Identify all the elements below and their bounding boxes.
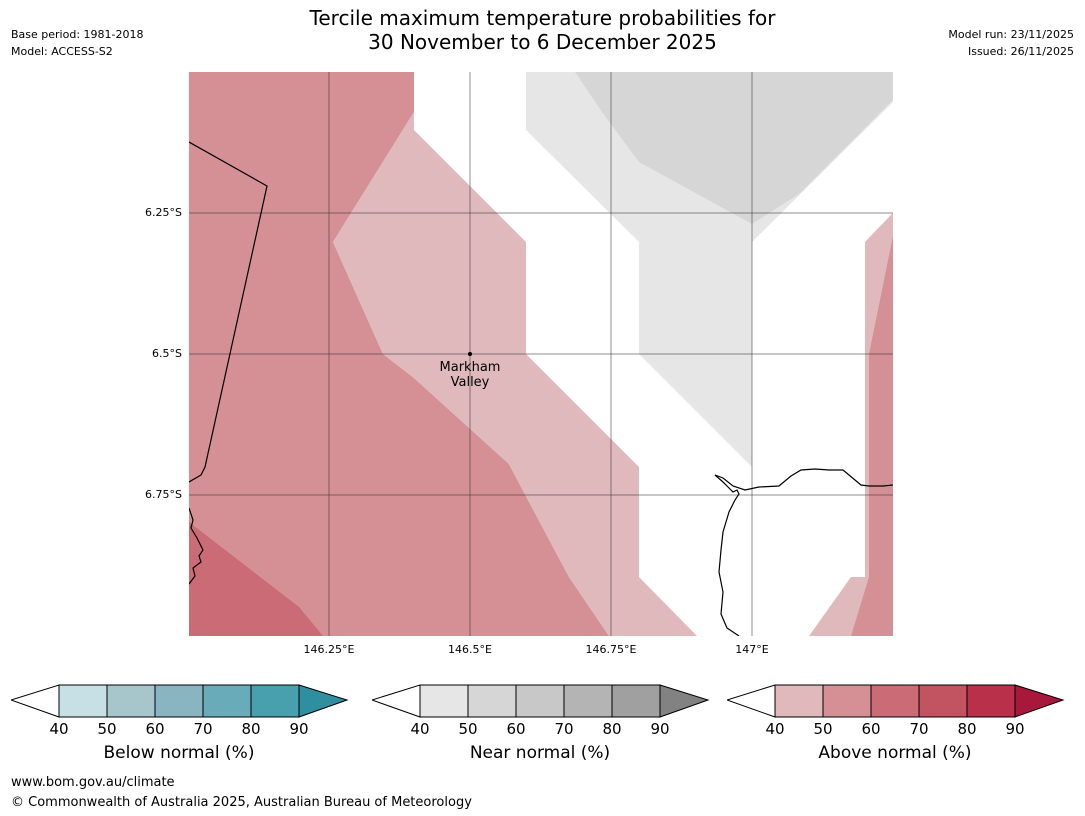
place-label-markham-valley: Markham Valley <box>420 360 520 390</box>
title-line-2: 30 November to 6 December 2025 <box>368 30 717 54</box>
lat-label-675: 6.75°S <box>145 488 182 501</box>
lon-label-14625: 146.25°E <box>303 643 355 656</box>
map-svg <box>189 72 893 636</box>
place-name-line-2: Valley <box>450 375 490 390</box>
colorbar-max-extend <box>1014 684 1065 718</box>
colorbar-near-tick-80: 80 <box>602 720 622 738</box>
colorbar-below-label: Below normal (%) <box>103 743 255 763</box>
colorbar-near-tick-40: 40 <box>410 720 430 738</box>
colorbar-above-tick-40: 40 <box>765 720 785 738</box>
meta-right: Model run: 23/11/2025 Issued: 26/11/2025 <box>948 26 1074 60</box>
colorbar-max-extend <box>659 684 710 718</box>
colorbar-below-tick-80: 80 <box>241 720 261 738</box>
west-coastline <box>189 507 204 585</box>
colorbar-segment-80 <box>966 684 1016 718</box>
colorbar-above-tick-80: 80 <box>957 720 977 738</box>
east-coastline-north <box>714 468 893 491</box>
colorbar-segment-70 <box>563 684 613 718</box>
colorbar-min-extend <box>727 684 776 718</box>
colorbar-segment-50 <box>822 684 872 718</box>
lon-label-14675: 146.75°E <box>585 643 637 656</box>
model-run: Model run: 23/11/2025 <box>948 28 1074 41</box>
issued-date: Issued: 26/11/2025 <box>967 45 1074 58</box>
colorbar-below-tick-70: 70 <box>193 720 213 738</box>
colorbar-segment-80 <box>611 684 661 718</box>
lat-label-625: 6.25°S <box>145 206 182 219</box>
colorbar-below-tick-50: 50 <box>97 720 117 738</box>
region-above-40-band <box>333 112 697 636</box>
colorbar-near <box>372 684 710 718</box>
colorbar-segment-40 <box>58 684 108 718</box>
markham-valley-marker <box>468 352 472 356</box>
chart-title: Tercile maximum temperature probabilitie… <box>0 6 1085 54</box>
lon-label-1465: 146.5°E <box>448 643 492 656</box>
footer-copyright: © Commonwealth of Australia 2025, Austra… <box>11 795 472 810</box>
region-above-60-sw <box>189 522 323 636</box>
colorbar-above-tick-50: 50 <box>813 720 833 738</box>
colorbar-segment-60 <box>515 684 565 718</box>
colorbar-above-tick-90: 90 <box>1005 720 1025 738</box>
model-name: Model: ACCESS-S2 <box>11 45 113 58</box>
colorbar-near-tick-70: 70 <box>554 720 574 738</box>
map-panel[interactable] <box>189 72 893 636</box>
region-near-50-ne <box>575 72 893 224</box>
colorbar-near-tick-90: 90 <box>650 720 670 738</box>
footer-url: www.bom.gov.au/climate <box>11 775 175 790</box>
colorbar-above <box>727 684 1065 718</box>
colorbar-segment-40 <box>419 684 469 718</box>
colorbar-near-tick-50: 50 <box>458 720 478 738</box>
colorbar-segment-50 <box>467 684 517 718</box>
colorbar-segment-60 <box>154 684 204 718</box>
colorbar-segment-70 <box>918 684 968 718</box>
colorbar-segment-40 <box>774 684 824 718</box>
region-above-50-east <box>851 236 893 636</box>
colorbar-near-tick-60: 60 <box>506 720 526 738</box>
colorbar-above-tick-60: 60 <box>861 720 881 738</box>
meta-left: Base period: 1981-2018 Model: ACCESS-S2 <box>11 26 143 60</box>
colorbar-segment-60 <box>870 684 920 718</box>
colorbar-below-tick-40: 40 <box>49 720 69 738</box>
colorbar-above-label: Above normal (%) <box>818 743 972 763</box>
title-line-1: Tercile maximum temperature probabilitie… <box>309 6 776 30</box>
colorbar-segment-80 <box>250 684 300 718</box>
province-boundary <box>189 141 268 483</box>
east-coastline <box>714 474 740 636</box>
colorbar-max-extend <box>298 684 349 718</box>
lon-label-147: 147°E <box>735 643 769 656</box>
colorbar-below <box>11 684 349 718</box>
colorbar-near-label: Near normal (%) <box>469 743 611 763</box>
base-period: Base period: 1981-2018 <box>11 28 144 41</box>
lat-label-65: 6.5°S <box>152 347 182 360</box>
colorbar-above-tick-70: 70 <box>909 720 929 738</box>
colorbar-below-tick-60: 60 <box>145 720 165 738</box>
colorbar-min-extend <box>372 684 421 718</box>
place-name-line-1: Markham <box>439 360 501 375</box>
colorbar-segment-70 <box>202 684 252 718</box>
colorbar-below-tick-90: 90 <box>289 720 309 738</box>
colorbar-min-extend <box>11 684 60 718</box>
colorbar-segment-50 <box>106 684 156 718</box>
